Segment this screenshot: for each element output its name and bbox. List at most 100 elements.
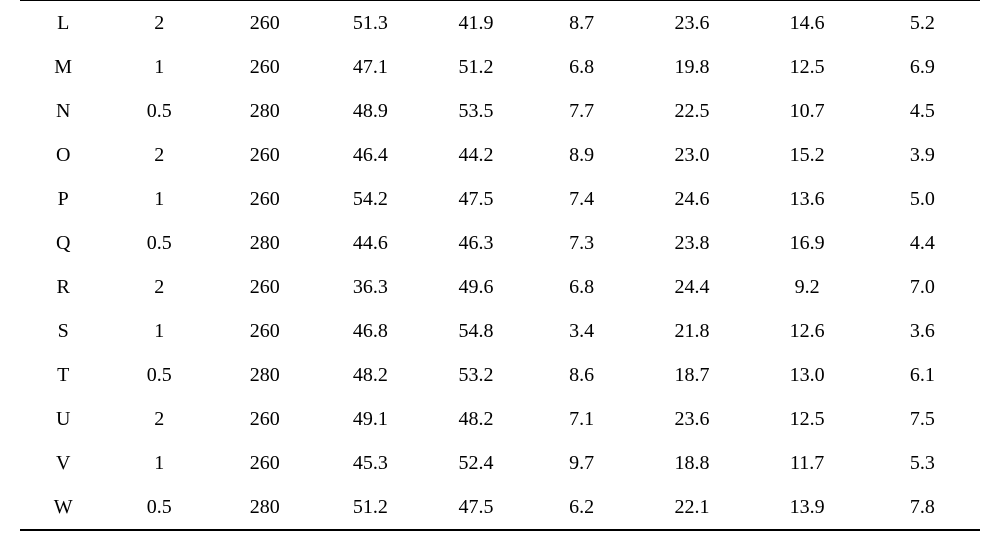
table-cell: 2	[106, 1, 212, 46]
table-cell: 23.0	[634, 133, 749, 177]
table-cell: 47.5	[423, 177, 529, 221]
table-cell: 2	[106, 397, 212, 441]
table-cell: 48.9	[318, 89, 424, 133]
table-row: O226046.444.28.923.015.23.9	[20, 133, 980, 177]
table-cell: 9.2	[750, 265, 865, 309]
table-cell: 23.6	[634, 1, 749, 46]
table-cell: 7.8	[865, 485, 980, 530]
table-cell: P	[20, 177, 106, 221]
table-cell: 16.9	[750, 221, 865, 265]
table-cell: 7.1	[529, 397, 635, 441]
table-cell: 6.1	[865, 353, 980, 397]
data-table: L226051.341.98.723.614.65.2M126047.151.2…	[20, 0, 980, 531]
table-cell: 13.6	[750, 177, 865, 221]
table-cell: 12.5	[750, 45, 865, 89]
table-cell: 260	[212, 1, 318, 46]
table-cell: 0.5	[106, 221, 212, 265]
table-cell: 24.6	[634, 177, 749, 221]
table-row: Q0.528044.646.37.323.816.94.4	[20, 221, 980, 265]
table-cell: 260	[212, 265, 318, 309]
table-cell: 47.1	[318, 45, 424, 89]
table-body: L226051.341.98.723.614.65.2M126047.151.2…	[20, 1, 980, 531]
table-cell: 11.7	[750, 441, 865, 485]
table-cell: 23.8	[634, 221, 749, 265]
table-cell: 3.4	[529, 309, 635, 353]
table-cell: 3.6	[865, 309, 980, 353]
table-cell: 7.7	[529, 89, 635, 133]
table-cell: 46.8	[318, 309, 424, 353]
table-row: U226049.148.27.123.612.57.5	[20, 397, 980, 441]
table-cell: 8.6	[529, 353, 635, 397]
table-cell: 24.4	[634, 265, 749, 309]
table-cell: 51.2	[423, 45, 529, 89]
table-cell: 47.5	[423, 485, 529, 530]
table-cell: 8.7	[529, 1, 635, 46]
table-cell: S	[20, 309, 106, 353]
table-cell: 0.5	[106, 89, 212, 133]
table-cell: 4.5	[865, 89, 980, 133]
table-cell: 49.1	[318, 397, 424, 441]
table-cell: 2	[106, 265, 212, 309]
table-cell: 8.9	[529, 133, 635, 177]
table-cell: 46.3	[423, 221, 529, 265]
table-cell: 5.2	[865, 1, 980, 46]
table-cell: 53.5	[423, 89, 529, 133]
table-cell: 52.4	[423, 441, 529, 485]
table-cell: T	[20, 353, 106, 397]
table-cell: 1	[106, 45, 212, 89]
table-cell: 3.9	[865, 133, 980, 177]
table-cell: Q	[20, 221, 106, 265]
table-cell: 13.9	[750, 485, 865, 530]
table-cell: 280	[212, 89, 318, 133]
table-cell: 5.3	[865, 441, 980, 485]
table-cell: 280	[212, 221, 318, 265]
table-cell: U	[20, 397, 106, 441]
table-cell: 4.4	[865, 221, 980, 265]
table-cell: 22.5	[634, 89, 749, 133]
table-cell: 14.6	[750, 1, 865, 46]
table-cell: 6.8	[529, 45, 635, 89]
table-cell: 7.5	[865, 397, 980, 441]
table-cell: 5.0	[865, 177, 980, 221]
table-cell: 260	[212, 309, 318, 353]
table-cell: 18.8	[634, 441, 749, 485]
table-cell: 260	[212, 441, 318, 485]
table-cell: W	[20, 485, 106, 530]
table-cell: 44.6	[318, 221, 424, 265]
table-cell: V	[20, 441, 106, 485]
table-cell: 0.5	[106, 485, 212, 530]
table-cell: 6.9	[865, 45, 980, 89]
table-cell: 7.3	[529, 221, 635, 265]
table-cell: 19.8	[634, 45, 749, 89]
table-cell: 41.9	[423, 1, 529, 46]
table-cell: 9.7	[529, 441, 635, 485]
table-cell: 13.0	[750, 353, 865, 397]
table-cell: 36.3	[318, 265, 424, 309]
table-row: T0.528048.253.28.618.713.06.1	[20, 353, 980, 397]
table-cell: R	[20, 265, 106, 309]
table-row: V126045.352.49.718.811.75.3	[20, 441, 980, 485]
table-cell: 12.5	[750, 397, 865, 441]
table-cell: 45.3	[318, 441, 424, 485]
table-row: L226051.341.98.723.614.65.2	[20, 1, 980, 46]
table-cell: 260	[212, 397, 318, 441]
table-cell: 18.7	[634, 353, 749, 397]
table-cell: 7.0	[865, 265, 980, 309]
table-cell: M	[20, 45, 106, 89]
table-cell: 53.2	[423, 353, 529, 397]
table-cell: 7.4	[529, 177, 635, 221]
table-row: W0.528051.247.56.222.113.97.8	[20, 485, 980, 530]
table-container: L226051.341.98.723.614.65.2M126047.151.2…	[0, 0, 1000, 531]
table-cell: 49.6	[423, 265, 529, 309]
table-cell: 2	[106, 133, 212, 177]
table-cell: 260	[212, 177, 318, 221]
table-cell: 260	[212, 133, 318, 177]
table-cell: 0.5	[106, 353, 212, 397]
table-cell: 15.2	[750, 133, 865, 177]
table-row: R226036.349.66.824.49.27.0	[20, 265, 980, 309]
table-row: M126047.151.26.819.812.56.9	[20, 45, 980, 89]
table-cell: 54.2	[318, 177, 424, 221]
table-cell: 6.8	[529, 265, 635, 309]
table-cell: 48.2	[318, 353, 424, 397]
table-cell: 48.2	[423, 397, 529, 441]
